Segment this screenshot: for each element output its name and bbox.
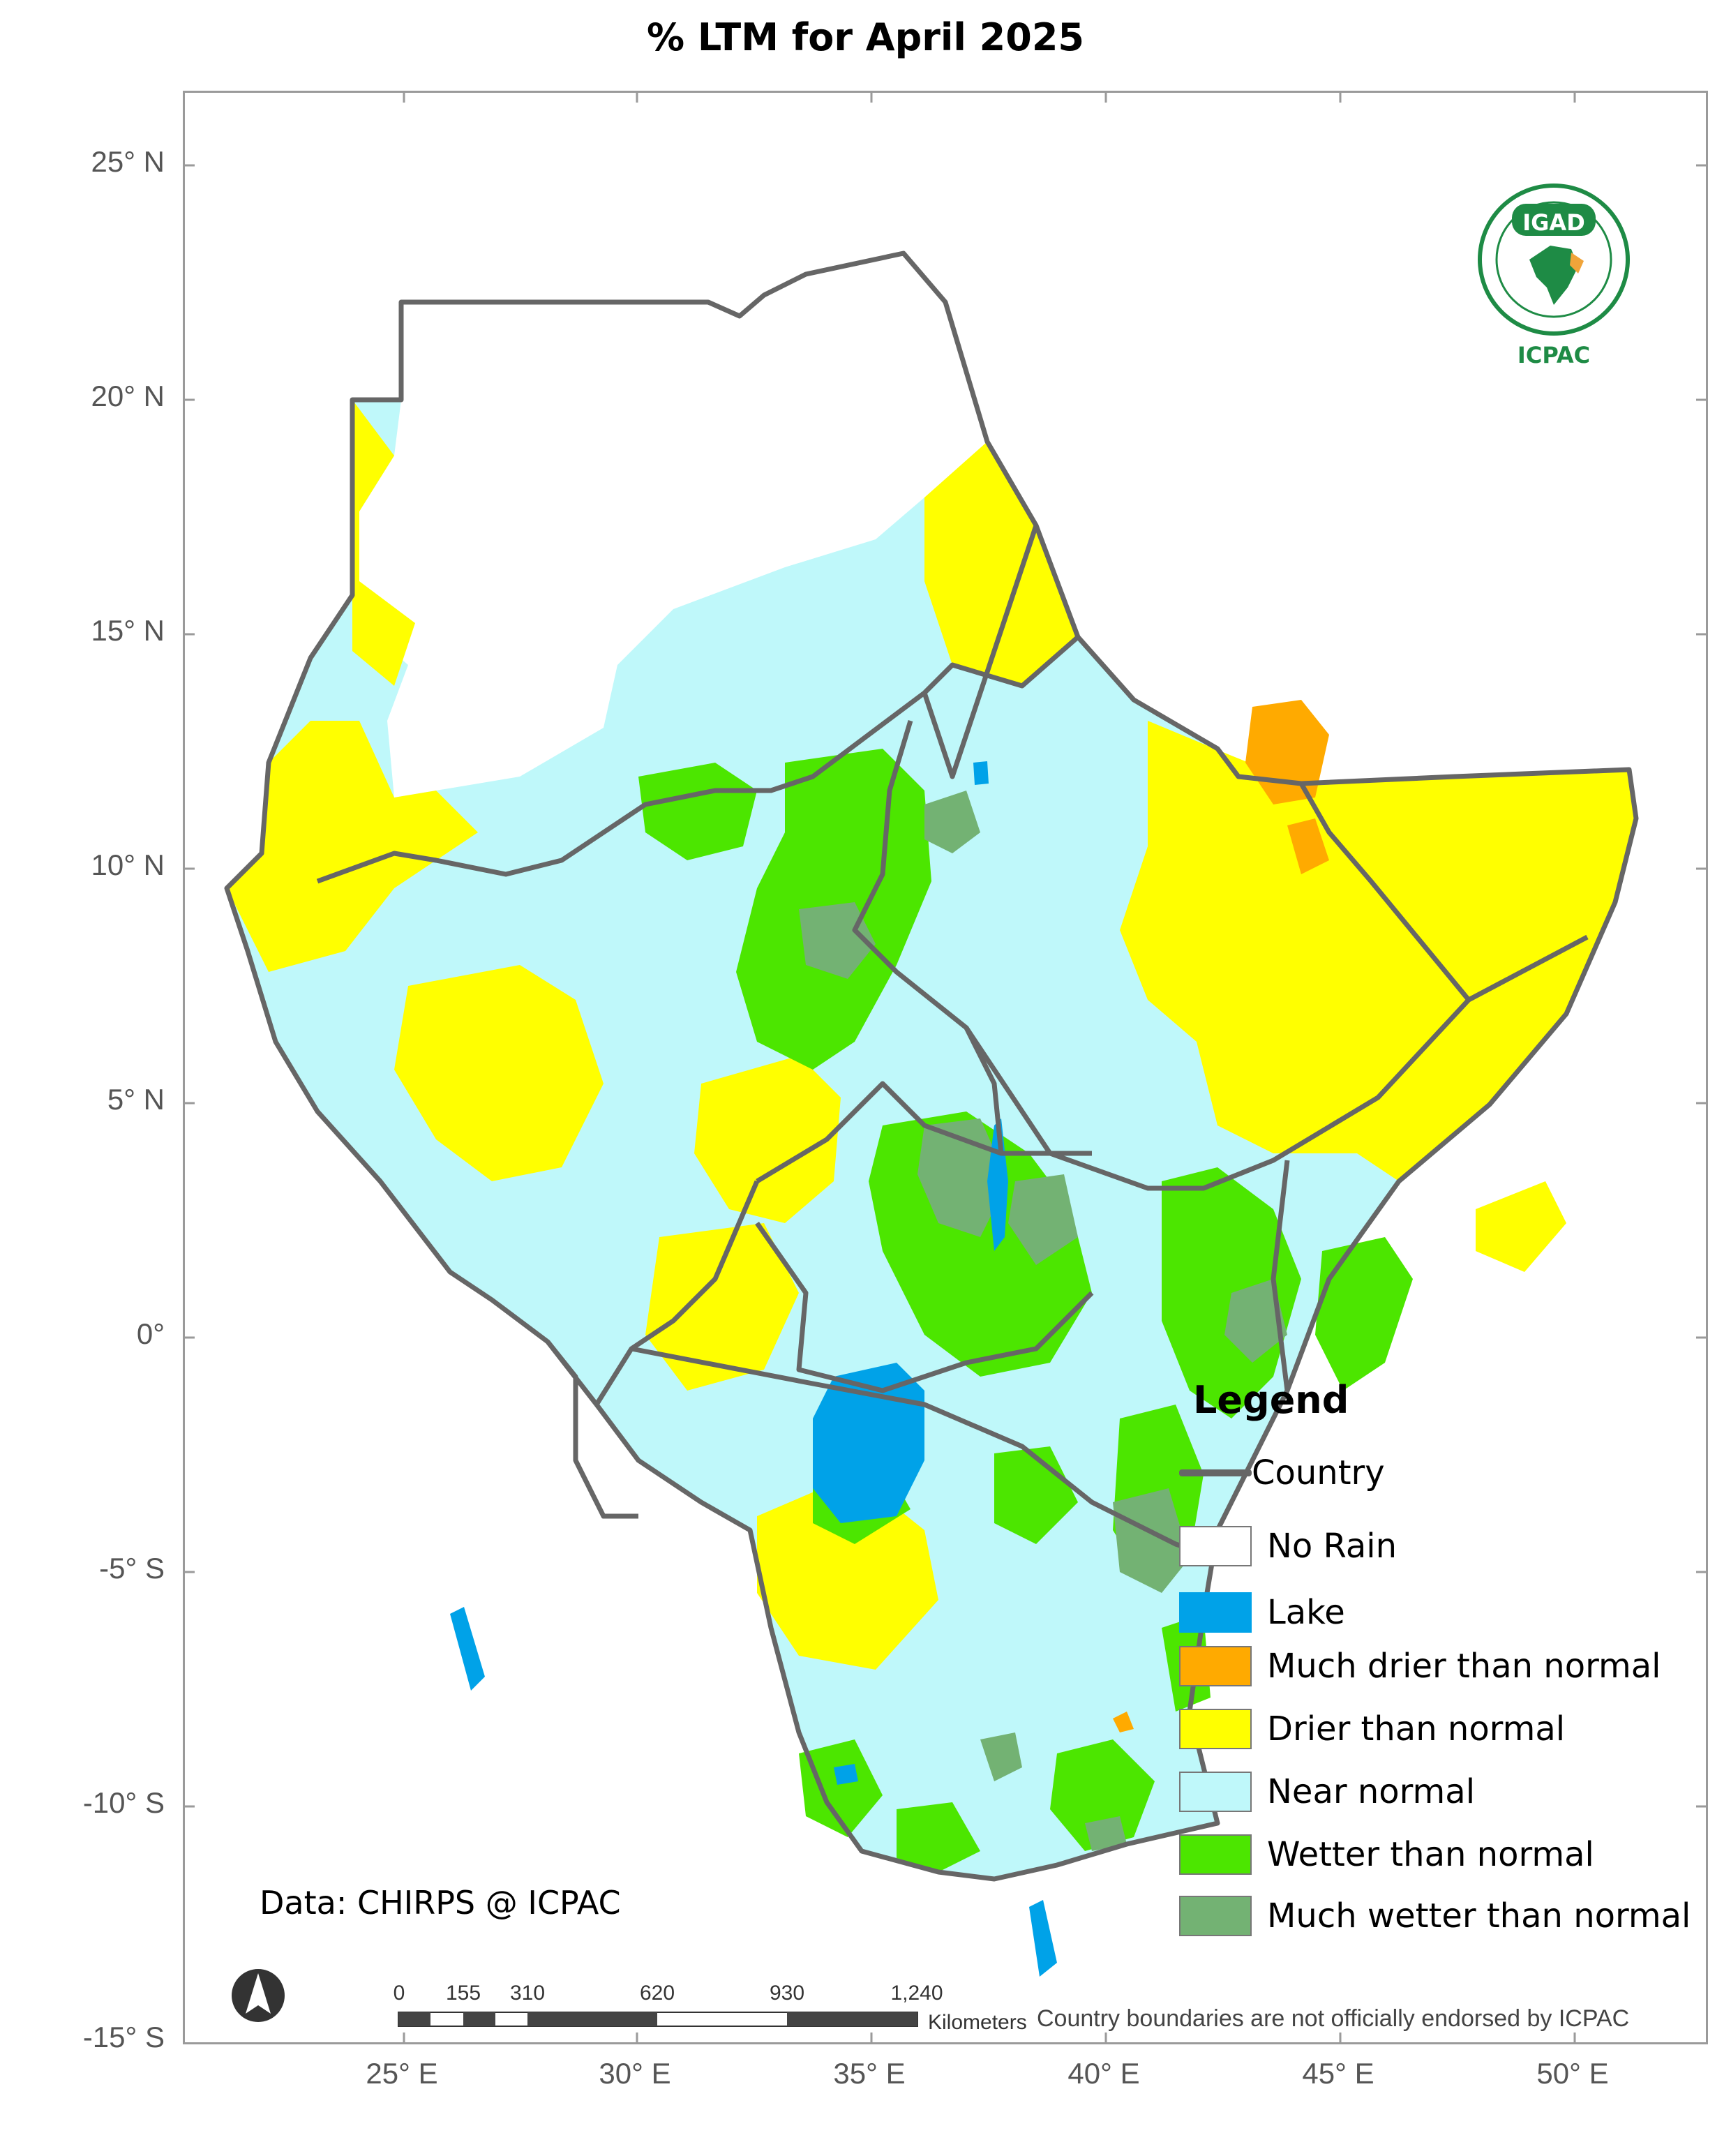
lon-label-35e: 35° E: [833, 2057, 906, 2090]
scale-label: 310: [509, 1982, 546, 2005]
lat-label-15n: 15° N: [91, 614, 165, 647]
legend-item-lake: Lake: [1179, 1591, 1345, 1634]
data-credit: Data: CHIRPS @ ICPAC: [260, 1884, 621, 1922]
no-rain-swatch: [1179, 1526, 1252, 1566]
region-drier: [227, 400, 1636, 1670]
logo-top-text: IGAD: [1522, 209, 1585, 236]
lat-label-5n: 5° N: [107, 1083, 165, 1116]
legend-item-much-wetter: Much wetter than normal: [1179, 1894, 1691, 1938]
wetter-swatch: [1179, 1834, 1252, 1875]
country-boundaries: [224, 250, 1639, 1882]
igad-emblem-icon: [1478, 184, 1630, 336]
scale-label: 930: [769, 1982, 805, 2005]
map-title: % LTM for April 2025: [647, 15, 1084, 59]
legend-item-drier: Drier than normal: [1179, 1707, 1565, 1751]
legend-item-near-normal: Near normal: [1179, 1770, 1475, 1813]
drier-swatch: [1179, 1709, 1252, 1749]
lat-label-10n: 10° N: [91, 848, 165, 881]
lat-label-20n: 20° N: [91, 380, 165, 412]
scale-label: 1,240: [890, 1982, 943, 2005]
lon-label-25e: 25° E: [366, 2057, 438, 2090]
lat-label-10s: -10° S: [82, 1786, 165, 1819]
legend-title: Legend: [1193, 1378, 1349, 1422]
scale-label: 155: [445, 1982, 481, 2005]
map-frame: [183, 91, 1708, 2044]
lon-label-45e: 45° E: [1302, 2057, 1374, 2090]
rainfall-map: [185, 93, 1706, 2042]
lat-label-5s: -5° S: [99, 1552, 165, 1585]
lat-label-0: 0°: [136, 1317, 165, 1350]
legend-item-wetter: Wetter than normal: [1179, 1833, 1594, 1876]
region-no-rain: [359, 253, 987, 798]
legend-item-no-rain: No Rain: [1179, 1525, 1397, 1568]
disclaimer: Country boundaries are not officially en…: [1037, 2005, 1630, 2032]
legend-label: No Rain: [1267, 1527, 1397, 1566]
legend-item-much-drier: Much drier than normal: [1179, 1645, 1661, 1688]
legend-label: Near normal: [1267, 1772, 1476, 1811]
scale-label: 0: [393, 1982, 405, 2005]
legend-label: Wetter than normal: [1267, 1835, 1594, 1874]
logo-bottom-text: ICPAC: [1517, 342, 1591, 368]
legend-label: Drier than normal: [1267, 1709, 1566, 1749]
lon-label-30e: 30° E: [599, 2057, 671, 2090]
lon-label-40e: 40° E: [1067, 2057, 1140, 2090]
legend-label: Lake: [1267, 1593, 1345, 1632]
scale-bar-graphic: [398, 2012, 918, 2027]
much-wetter-swatch: [1179, 1896, 1252, 1936]
legend-label: Much wetter than normal: [1267, 1896, 1691, 1936]
scale-bar: 0 155 310 620 930 1,240 Kilometers: [394, 1982, 1095, 2037]
lat-label-15s: -15° S: [82, 2021, 165, 2053]
scale-label: 620: [639, 1982, 675, 2005]
legend-item-country: Country: [1179, 1451, 1385, 1495]
legend-label: Country: [1252, 1453, 1385, 1492]
much-drier-swatch: [1179, 1646, 1252, 1686]
scale-unit: Kilometers: [928, 2011, 1027, 2034]
icpac-logo: IGAD ICPAC: [1474, 183, 1634, 371]
lon-label-50e: 50° E: [1536, 2057, 1609, 2090]
lat-label-25n: 25° N: [91, 145, 165, 178]
near-normal-swatch: [1179, 1772, 1252, 1812]
north-arrow-icon: [232, 1969, 285, 2022]
legend-label: Much drier than normal: [1267, 1647, 1661, 1686]
lake-swatch: [1179, 1592, 1252, 1633]
country-line-swatch: [1179, 1469, 1252, 1476]
